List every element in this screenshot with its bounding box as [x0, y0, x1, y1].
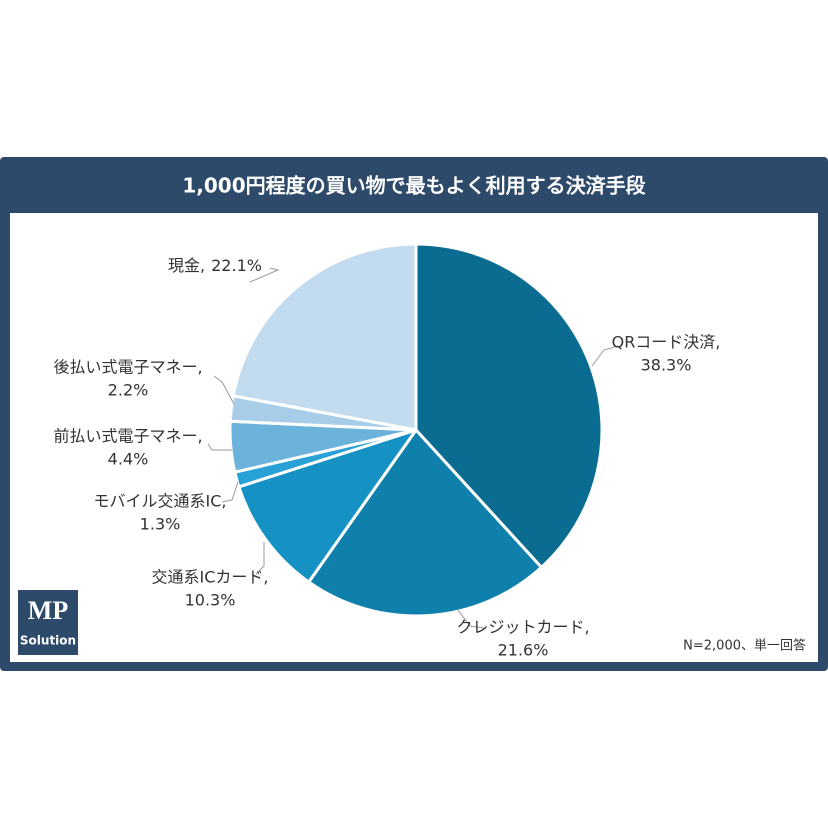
leader-line [207, 443, 232, 451]
category-label: 後払い式電子マネー, [53, 358, 202, 377]
data-label: 現金, 22.1% [168, 256, 262, 275]
category-label: クレジットカード, [456, 618, 589, 637]
pie-slice [237, 428, 418, 584]
value-label: 2.2% [108, 381, 149, 400]
logo-sub: Solution [20, 634, 76, 648]
leader-line [255, 542, 265, 575]
leader-line [249, 267, 280, 283]
leader-line [213, 375, 235, 405]
value-label: 10.3% [185, 591, 236, 610]
note: N=2,000、単一回答 [683, 638, 806, 654]
value-label: 1.3% [140, 515, 181, 534]
leader-line [457, 609, 485, 629]
pie-slice [307, 428, 543, 618]
value-label: 4.4% [108, 450, 149, 469]
category-label: 現金, [168, 256, 205, 275]
pie-slice [231, 242, 418, 432]
pie-slice [414, 242, 604, 569]
logo-main: MP [28, 596, 69, 625]
leader-line [221, 481, 239, 503]
value-label: 21.6% [498, 641, 549, 660]
value-label: 38.3% [641, 356, 692, 375]
value-label: 22.1% [211, 256, 262, 275]
leader-line [591, 345, 619, 367]
logo-box [18, 590, 78, 655]
category-label: 交通系ICカード, [152, 568, 269, 587]
category-label: モバイル交通系IC, [94, 492, 227, 511]
category-label: QRコード決済, [612, 333, 721, 352]
chart-title: 1,000円程度の買い物で最もよく利用する決済手段 [182, 174, 645, 198]
category-label: 前払い式電子マネー, [53, 427, 202, 446]
